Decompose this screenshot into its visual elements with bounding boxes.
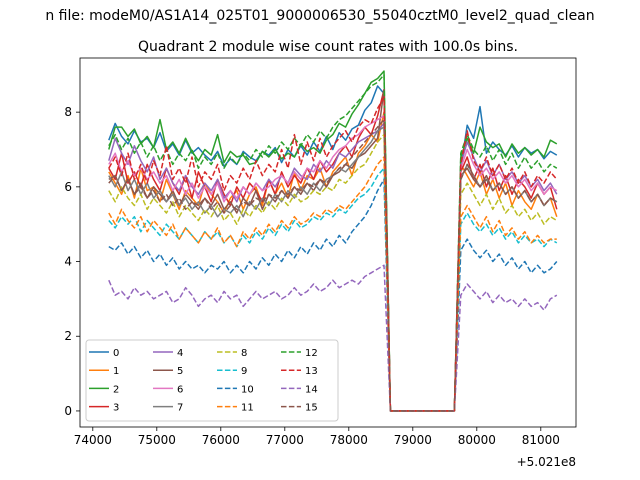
series-line-10 bbox=[108, 178, 558, 412]
series-line-8 bbox=[108, 133, 558, 412]
series-line-12 bbox=[108, 74, 558, 412]
legend-label-0: 0 bbox=[113, 348, 119, 359]
legend-label-3: 3 bbox=[113, 403, 119, 414]
legend-label-4: 4 bbox=[177, 348, 183, 359]
y-axis: 0 2 4 6 8 bbox=[64, 105, 80, 418]
series-line-15 bbox=[108, 118, 558, 412]
x-tick-label: 76000 bbox=[202, 433, 240, 447]
x-tick-label: 79000 bbox=[394, 433, 432, 447]
series-line-14 bbox=[108, 264, 558, 412]
series-layer bbox=[108, 70, 558, 412]
chart-title: Quadrant 2 module wise count rates with … bbox=[138, 39, 518, 55]
x-offset-text: +5.021e8 bbox=[517, 455, 576, 469]
legend-label-7: 7 bbox=[177, 403, 183, 414]
x-tick-label: 78000 bbox=[330, 433, 368, 447]
x-tick-label: 74000 bbox=[74, 433, 112, 447]
x-axis: 74000 75000 76000 77000 78000 79000 80000 81000 bbox=[74, 427, 560, 447]
y-tick-label: 6 bbox=[64, 180, 72, 194]
axes-frame bbox=[79, 57, 577, 428]
y-tick-label: 8 bbox=[64, 105, 72, 119]
legend-label-12: 12 bbox=[305, 348, 318, 359]
legend-label-6: 6 bbox=[177, 384, 183, 395]
figure-suptitle: n file: modeM0/AS1A14_025T01_9000006530_… bbox=[45, 8, 594, 24]
series-line-13 bbox=[108, 96, 558, 412]
x-tick-label: 77000 bbox=[266, 433, 304, 447]
x-tick-label: 81000 bbox=[522, 433, 560, 447]
legend-label-10: 10 bbox=[241, 384, 254, 395]
series-line-11 bbox=[108, 156, 557, 412]
legend-label-11: 11 bbox=[241, 403, 254, 414]
y-tick-label: 0 bbox=[64, 404, 72, 418]
legend-label-2: 2 bbox=[113, 384, 119, 395]
legend-label-9: 9 bbox=[241, 366, 247, 377]
series-line-9 bbox=[108, 167, 558, 412]
series-line-2 bbox=[108, 70, 558, 412]
y-tick-label: 2 bbox=[64, 329, 72, 343]
legend-label-8: 8 bbox=[241, 348, 247, 359]
legend-label-13: 13 bbox=[305, 366, 318, 377]
x-tick-label: 75000 bbox=[138, 433, 176, 447]
legend-box bbox=[85, 339, 339, 422]
legend-label-15: 15 bbox=[305, 403, 318, 414]
legend-label-5: 5 bbox=[177, 366, 183, 377]
x-tick-label: 80000 bbox=[458, 433, 496, 447]
legend-label-14: 14 bbox=[305, 384, 318, 395]
series-line-6 bbox=[108, 115, 558, 412]
legend-label-1: 1 bbox=[113, 366, 119, 377]
y-tick-label: 4 bbox=[64, 255, 72, 269]
